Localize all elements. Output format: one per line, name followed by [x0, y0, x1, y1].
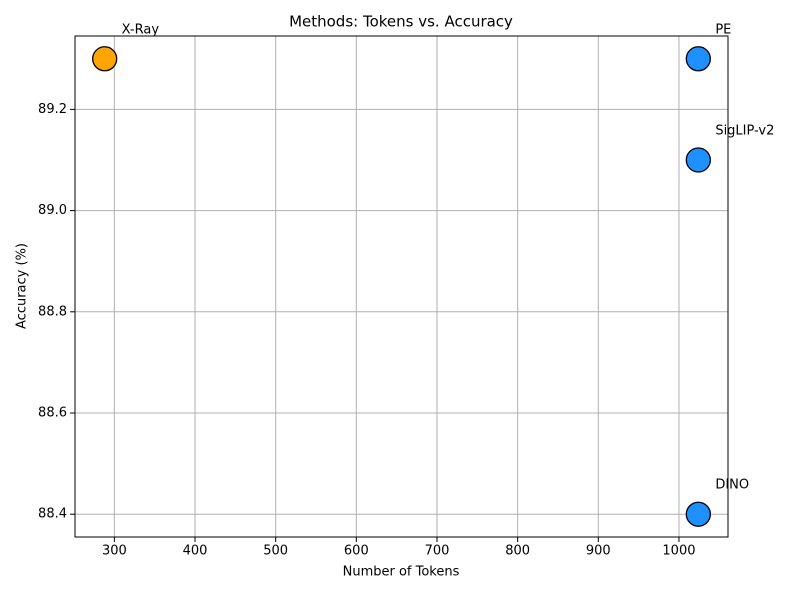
y-tick-label: 88.8 — [38, 304, 67, 319]
y-tick-label: 89.2 — [38, 102, 67, 117]
point-label: SigLIP-v2 — [715, 123, 774, 138]
x-tick-label: 900 — [586, 544, 611, 559]
x-tick-label: 500 — [263, 544, 288, 559]
plot-frame — [74, 35, 729, 538]
x-axis-label: Number of Tokens — [343, 565, 460, 580]
x-tick-label: 700 — [425, 544, 450, 559]
x-tick-label: 800 — [505, 544, 530, 559]
y-tick-label: 89.0 — [38, 203, 67, 218]
y-tick-label: 88.6 — [38, 406, 67, 421]
point-label: PE — [715, 22, 731, 37]
point-label: DINO — [715, 478, 749, 493]
y-tick-label: 88.4 — [38, 507, 67, 522]
x-tick-label: 600 — [344, 544, 369, 559]
point-label: X-Ray — [122, 22, 160, 37]
point — [685, 147, 711, 173]
point — [685, 501, 711, 527]
x-tick-label: 400 — [183, 544, 208, 559]
x-tick-label: 300 — [102, 544, 127, 559]
y-axis-label: Accuracy (%) — [15, 243, 30, 329]
point — [685, 46, 711, 72]
point — [92, 46, 118, 72]
chart-title: Methods: Tokens vs. Accuracy — [289, 13, 513, 31]
x-tick-label: 1000 — [662, 544, 695, 559]
